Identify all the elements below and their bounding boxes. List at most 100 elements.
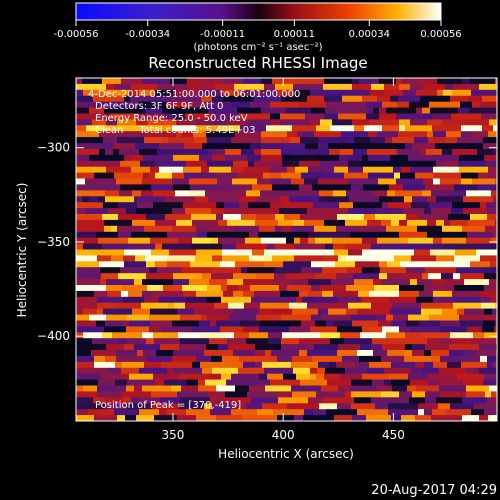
heatmap-cell bbox=[89, 154, 96, 162]
heatmap-cell bbox=[308, 237, 315, 245]
heatmap-cell bbox=[131, 166, 150, 174]
heatmap-cell bbox=[142, 78, 170, 85]
heatmap-cell bbox=[354, 279, 373, 286]
heatmap-cell bbox=[76, 308, 83, 316]
heatmap-cell bbox=[261, 131, 287, 138]
heatmap-cell bbox=[210, 320, 216, 327]
heatmap-cell bbox=[487, 214, 497, 221]
heatmap-cell bbox=[390, 95, 398, 103]
heatmap-cell bbox=[126, 208, 136, 215]
heatmap-cell bbox=[328, 143, 348, 150]
heatmap-cell bbox=[198, 385, 216, 392]
heatmap-cell bbox=[431, 190, 454, 197]
heatmap-cell bbox=[76, 214, 102, 221]
heatmap-cell bbox=[472, 131, 488, 138]
x-tick-label: 350 bbox=[162, 428, 185, 442]
heatmap-cell bbox=[233, 160, 248, 168]
heatmap-cell bbox=[445, 279, 464, 286]
heatmap-cell bbox=[300, 379, 327, 387]
heatmap-cell bbox=[281, 344, 307, 351]
heatmap-cell bbox=[114, 172, 143, 180]
heatmap-cell bbox=[473, 332, 484, 339]
heatmap-cell bbox=[196, 415, 216, 421]
heatmap-cell bbox=[310, 89, 332, 97]
heatmap-cell bbox=[446, 409, 471, 416]
heatmap-cell bbox=[146, 131, 176, 138]
heatmap-cell bbox=[381, 219, 391, 227]
heatmap-cell bbox=[415, 172, 433, 180]
heatmap-cell bbox=[414, 267, 425, 274]
heatmap-cell bbox=[491, 237, 497, 245]
heatmap-cell bbox=[125, 101, 138, 109]
heatmap-cell bbox=[261, 107, 286, 115]
heatmap-cell bbox=[179, 403, 204, 410]
heatmap-cell bbox=[378, 320, 391, 327]
heatmap-cell bbox=[124, 95, 130, 103]
heatmap-cell bbox=[311, 314, 322, 322]
heatmap-cell bbox=[403, 279, 410, 286]
heatmap-cell bbox=[327, 379, 351, 387]
heatmap-cell bbox=[467, 326, 482, 333]
heatmap-cell bbox=[261, 296, 289, 304]
heatmap-cell bbox=[405, 344, 412, 351]
heatmap-cell bbox=[122, 320, 129, 327]
heatmap-cell bbox=[210, 397, 240, 404]
heatmap-cell bbox=[457, 137, 483, 144]
heatmap-cell bbox=[103, 101, 125, 109]
heatmap-cell bbox=[387, 273, 405, 280]
heatmap-cell bbox=[85, 178, 116, 185]
heatmap-cell bbox=[126, 338, 146, 345]
heatmap-cell bbox=[99, 409, 114, 416]
heatmap-cell bbox=[291, 361, 318, 369]
heatmap-cell bbox=[255, 350, 265, 357]
heatmap-cell bbox=[281, 225, 291, 233]
heatmap-cell bbox=[195, 196, 208, 203]
heatmap-cell bbox=[338, 385, 351, 392]
heatmap-cell bbox=[139, 367, 167, 375]
heatmap-cell bbox=[119, 143, 135, 150]
heatmap-cell bbox=[362, 373, 389, 381]
heatmap-cell bbox=[131, 397, 139, 404]
heatmap-cell bbox=[386, 332, 405, 339]
heatmap-cell bbox=[98, 196, 105, 203]
heatmap-cell bbox=[76, 101, 103, 109]
heatmap-cell bbox=[392, 137, 414, 144]
heatmap-cell bbox=[478, 184, 495, 191]
heatmap-cell bbox=[209, 166, 231, 174]
heatmap-cell bbox=[399, 285, 424, 292]
heatmap-cell bbox=[431, 415, 462, 421]
heatmap-cell bbox=[268, 338, 281, 345]
heatmap-cell bbox=[339, 154, 347, 162]
heatmap-cell bbox=[242, 415, 259, 421]
heatmap-cell bbox=[187, 78, 199, 85]
heatmap-cell bbox=[283, 249, 310, 256]
heatmap-cell bbox=[344, 172, 368, 180]
heatmap-cell bbox=[203, 202, 216, 209]
heatmap-cell bbox=[172, 373, 178, 381]
heatmap-cell bbox=[476, 350, 496, 357]
heatmap-cell bbox=[453, 83, 479, 91]
heatmap-cell bbox=[264, 367, 293, 375]
heatmap-cell bbox=[173, 350, 204, 357]
heatmap-cell bbox=[358, 290, 369, 298]
heatmap-cell bbox=[289, 296, 296, 304]
heatmap-cell bbox=[377, 95, 390, 103]
heatmap-cell bbox=[207, 285, 221, 292]
heatmap-cell bbox=[301, 172, 317, 180]
heatmap-cell bbox=[314, 225, 336, 233]
heatmap-cell bbox=[76, 320, 96, 327]
heatmap-cell bbox=[278, 219, 293, 227]
heatmap-cell bbox=[117, 137, 144, 144]
heatmap-cell bbox=[307, 95, 324, 103]
heatmap-cell bbox=[379, 113, 396, 120]
heatmap-cell bbox=[83, 89, 105, 97]
heatmap-cell bbox=[455, 249, 476, 256]
heatmap-cell bbox=[76, 143, 89, 150]
heatmap-cell bbox=[460, 273, 484, 280]
heatmap-cell bbox=[136, 415, 154, 421]
heatmap-cell bbox=[173, 367, 202, 375]
heatmap-cell bbox=[173, 184, 190, 191]
heatmap-cell bbox=[426, 149, 442, 156]
heatmap-cell bbox=[128, 290, 142, 298]
heatmap-cell bbox=[412, 196, 427, 203]
